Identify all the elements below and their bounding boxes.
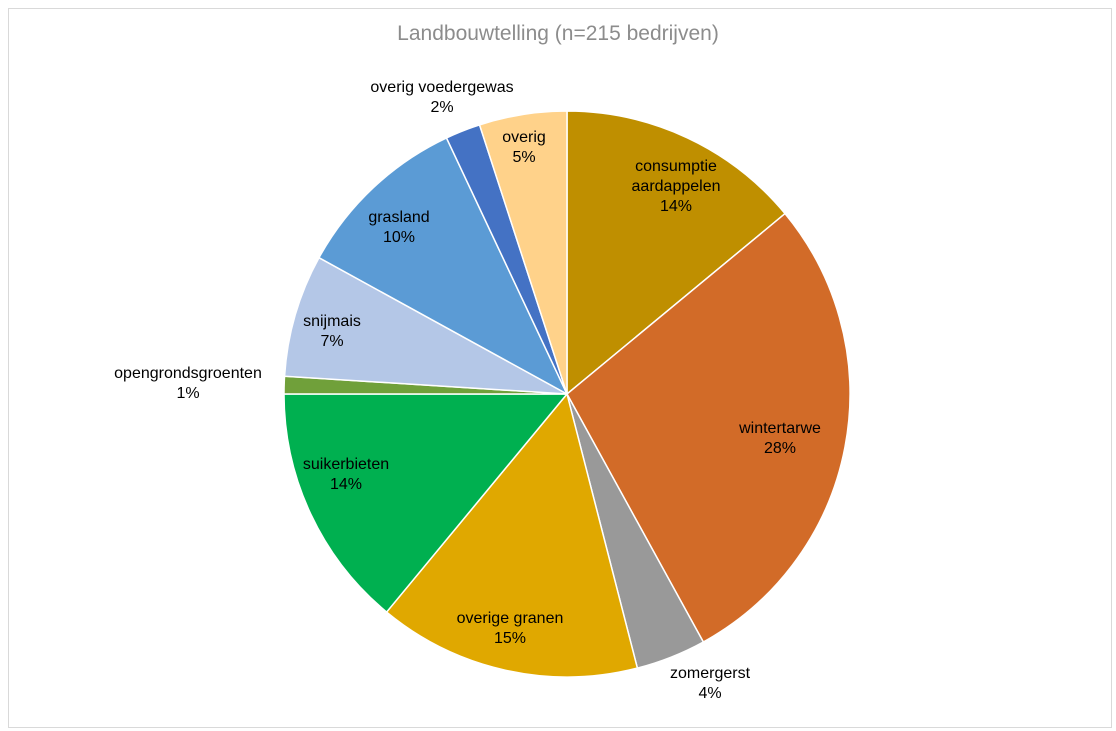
slice-label: zomergerst 4% <box>670 665 751 702</box>
pie-slice <box>478 110 568 395</box>
pie-slice <box>283 393 569 614</box>
slice-label: consumptie aardappelen 14% <box>632 158 721 215</box>
slice-label: grasland 10% <box>368 209 429 246</box>
slice-label: snijmais 7% <box>303 313 361 350</box>
pie-slice <box>566 110 787 396</box>
pie-slice <box>385 392 639 678</box>
slice-label: overig voedergewas 2% <box>370 79 513 116</box>
slice-label: wintertarwe 28% <box>738 420 821 457</box>
slice-label: opengrondsgroenten 1% <box>114 365 262 402</box>
slice-label: overig 5% <box>502 129 546 166</box>
pie-slice <box>317 136 569 396</box>
slice-label: suikerbieten 14% <box>303 456 389 493</box>
slice-label: overige granen 15% <box>457 610 564 647</box>
chart-title: Landbouwtelling (n=215 bedrijven) <box>397 22 719 45</box>
pie-slice <box>283 256 568 395</box>
pie-slice <box>566 212 851 644</box>
